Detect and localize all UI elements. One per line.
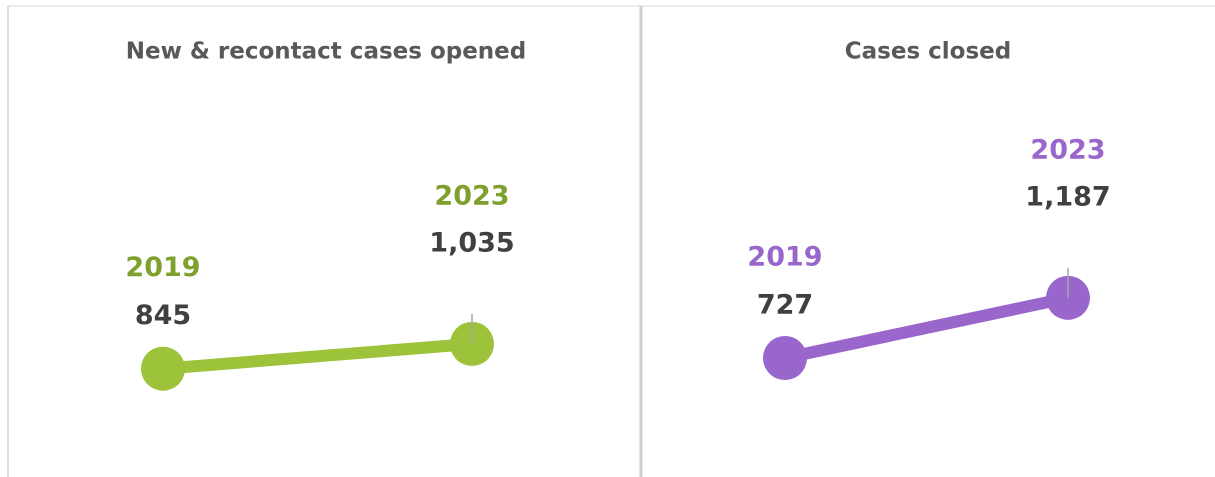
value-label: 1,187 <box>1025 181 1110 212</box>
value-label: 1,035 <box>429 227 514 258</box>
category-label: 2023 <box>434 180 509 211</box>
point <box>763 336 807 381</box>
point <box>141 346 185 391</box>
value-label: 845 <box>135 300 191 331</box>
category-label: 2019 <box>747 242 822 273</box>
line <box>783 291 1070 364</box>
value-label: 727 <box>757 290 813 321</box>
category-label: 2019 <box>125 252 200 283</box>
chart-title: New & recontact cases opened <box>126 39 527 65</box>
chart-title: Cases closed <box>845 39 1011 65</box>
line <box>162 337 473 375</box>
category-label: 2023 <box>1030 134 1105 165</box>
